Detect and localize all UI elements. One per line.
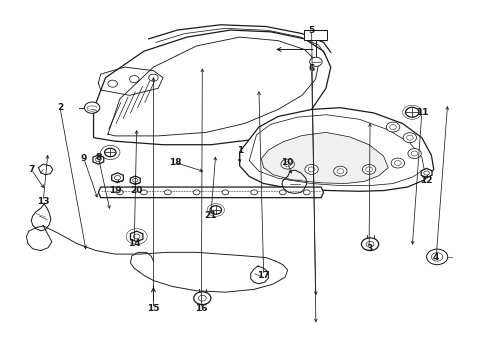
Text: 15: 15 [147,304,160,313]
Text: 12: 12 [420,176,432,185]
Text: 9: 9 [81,154,87,163]
Circle shape [430,253,442,261]
Circle shape [406,135,412,140]
Circle shape [333,166,346,176]
Text: 14: 14 [128,239,141,248]
Polygon shape [93,30,330,145]
Circle shape [148,74,158,81]
Circle shape [209,206,221,214]
Circle shape [365,167,372,172]
Circle shape [423,171,428,175]
Text: 3: 3 [365,244,371,253]
Circle shape [280,159,294,169]
Polygon shape [130,176,140,185]
Circle shape [307,167,314,172]
Circle shape [193,292,210,305]
Circle shape [366,241,373,247]
Circle shape [336,169,343,174]
Polygon shape [111,173,123,183]
Circle shape [279,190,285,195]
Text: 7: 7 [28,165,34,174]
Circle shape [198,295,206,301]
Text: 10: 10 [281,158,293,167]
Circle shape [132,178,138,182]
Polygon shape [93,155,103,164]
Circle shape [284,162,290,167]
Circle shape [114,176,120,180]
Circle shape [222,190,228,195]
Text: 1: 1 [236,145,243,154]
Polygon shape [420,168,431,177]
Circle shape [405,107,418,117]
Circle shape [250,190,257,195]
Circle shape [390,158,404,168]
Circle shape [410,151,417,156]
Circle shape [104,148,116,157]
Polygon shape [239,108,433,191]
Circle shape [193,190,200,195]
Text: 6: 6 [308,64,314,73]
Circle shape [304,165,318,174]
Circle shape [84,102,100,113]
Text: 20: 20 [130,186,142,195]
Circle shape [394,161,400,166]
Polygon shape [130,231,142,242]
Circle shape [389,125,396,130]
Circle shape [140,190,147,195]
Circle shape [362,165,375,174]
Polygon shape [261,132,387,184]
Text: 2: 2 [57,103,63,112]
Text: 21: 21 [204,211,217,220]
Text: 4: 4 [432,253,439,262]
Circle shape [129,76,139,83]
Circle shape [309,57,322,66]
Circle shape [133,234,140,239]
Circle shape [108,80,117,87]
Text: 5: 5 [308,26,314,35]
Text: 8: 8 [95,153,101,162]
FancyBboxPatch shape [304,30,327,40]
Text: 18: 18 [168,158,181,167]
Circle shape [426,249,447,265]
Circle shape [386,122,399,132]
Circle shape [407,149,421,158]
Circle shape [402,133,416,143]
Text: 13: 13 [37,197,49,206]
Circle shape [361,238,378,251]
Circle shape [116,190,123,195]
Circle shape [303,190,309,195]
Text: 17: 17 [257,271,269,280]
Text: 16: 16 [195,304,207,313]
Polygon shape [98,187,323,198]
Text: 11: 11 [415,108,427,117]
Text: 19: 19 [108,186,121,195]
Circle shape [95,157,101,162]
Circle shape [164,190,171,195]
